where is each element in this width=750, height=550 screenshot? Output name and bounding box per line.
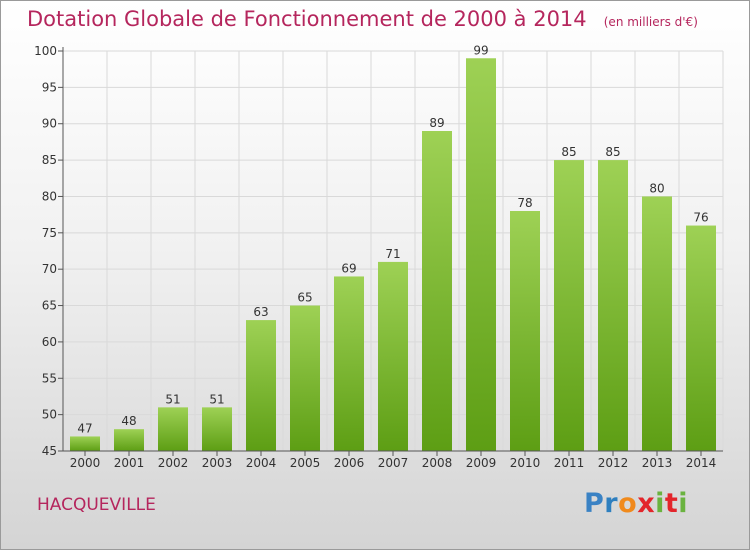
x-tick-label: 2004 [246, 456, 277, 470]
chart-title: Dotation Globale de Fonctionnement de 20… [27, 7, 587, 31]
bar [70, 436, 100, 451]
x-tick-label: 2014 [686, 456, 717, 470]
y-tick-label: 100 [34, 44, 57, 58]
data-label: 63 [253, 305, 268, 319]
x-tick-label: 2005 [290, 456, 321, 470]
x-tick-label: 2010 [510, 456, 541, 470]
commune-name: HACQUEVILLE [37, 495, 156, 515]
y-tick-label: 55 [42, 371, 57, 385]
x-tick-label: 2002 [158, 456, 189, 470]
x-tick-label: 2008 [422, 456, 453, 470]
logo-letter: P [584, 488, 605, 519]
bar [510, 211, 540, 451]
bar [158, 407, 188, 451]
bar [642, 196, 672, 451]
x-tick-label: 2007 [378, 456, 409, 470]
y-tick-label: 90 [42, 117, 57, 131]
x-tick-label: 2013 [642, 456, 673, 470]
data-label: 48 [121, 414, 136, 428]
data-label: 85 [561, 145, 576, 159]
y-tick-label: 75 [42, 226, 57, 240]
labels: 45 50 55 60 65 70 75 80 85 90 95 100 47 2000 48 2001 51 2… [34, 43, 716, 470]
y-tick-label: 70 [42, 262, 57, 276]
bar [378, 261, 408, 451]
y-tick-label: 65 [42, 299, 57, 313]
bar [202, 407, 232, 451]
data-label: 71 [385, 247, 400, 261]
logo-letter: o [618, 488, 638, 519]
axes [58, 47, 723, 456]
y-tick-label: 45 [42, 444, 57, 458]
bar [466, 58, 496, 451]
bar [114, 429, 144, 451]
data-label: 76 [693, 211, 708, 225]
y-tick-label: 80 [42, 189, 57, 203]
y-tick-label: 95 [42, 80, 57, 94]
data-label: 69 [341, 261, 356, 275]
data-label: 99 [473, 43, 488, 57]
x-tick-label: 2012 [598, 456, 629, 470]
x-tick-label: 2001 [114, 456, 145, 470]
title-line: Dotation Globale de Fonctionnement de 20… [27, 7, 698, 31]
data-label: 51 [209, 392, 224, 406]
x-tick-label: 2011 [554, 456, 585, 470]
y-tick-label: 85 [42, 153, 57, 167]
logo-letter: t [664, 488, 679, 519]
data-label: 65 [297, 291, 312, 305]
data-label: 89 [429, 116, 444, 130]
bar [598, 160, 628, 451]
bar [334, 276, 364, 451]
bar [422, 131, 452, 451]
logo-letter: x [637, 488, 656, 519]
proxiti-logo[interactable]: Proxiti [584, 488, 688, 519]
data-label: 85 [605, 145, 620, 159]
logo-letter: r [604, 488, 619, 519]
x-tick-label: 2009 [466, 456, 497, 470]
data-label: 51 [165, 392, 180, 406]
x-tick-label: 2006 [334, 456, 365, 470]
x-tick-label: 2000 [70, 456, 101, 470]
chart-subtitle: (en milliers d'€) [603, 15, 698, 29]
bar [290, 305, 320, 451]
logo-letter: i [678, 488, 689, 519]
bar [246, 320, 276, 451]
data-label: 78 [517, 196, 532, 210]
logo-letter: i [655, 488, 665, 519]
x-tick-label: 2003 [202, 456, 233, 470]
bars [70, 58, 716, 451]
data-label: 80 [649, 181, 664, 195]
data-label: 47 [77, 421, 92, 435]
y-tick-label: 60 [42, 335, 57, 349]
bar [554, 160, 584, 451]
bar [686, 225, 716, 451]
y-tick-label: 50 [42, 408, 57, 422]
